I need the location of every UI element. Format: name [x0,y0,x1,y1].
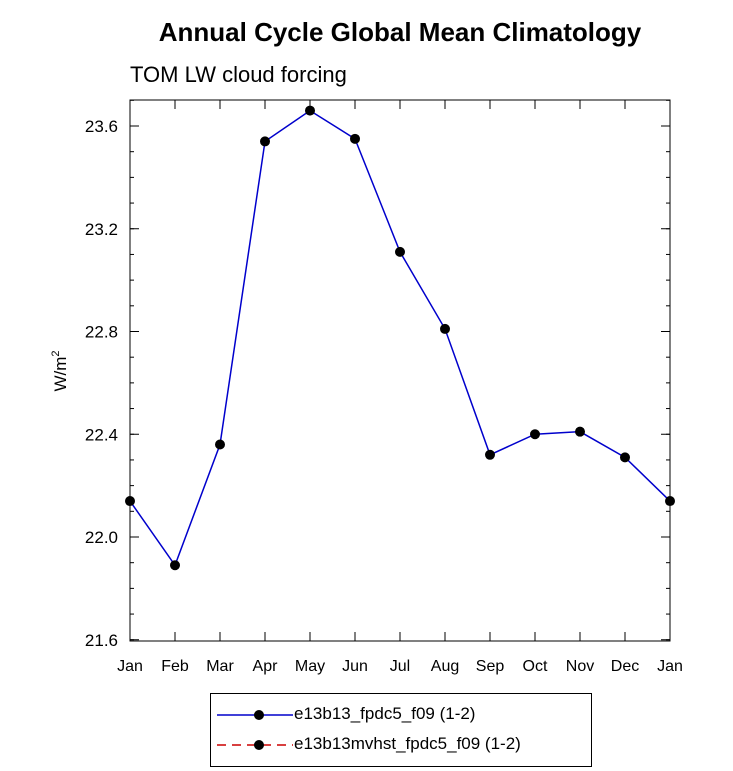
data-point [440,323,450,334]
x-tick-label: Mar [206,658,234,675]
plot-frame [129,99,671,642]
y-tick-label: 22.4 [85,425,118,444]
x-tick-label: Jun [342,658,368,675]
y-tick-label: 23.6 [85,117,118,136]
y-tick-label: 21.6 [85,631,118,650]
data-point [665,496,675,507]
y-axis-label: W/m2 [50,350,70,391]
y-axis-label-text: W/m [51,357,70,392]
data-point [260,136,270,147]
chart-subtitle: TOM LW cloud forcing [130,62,347,87]
x-tick-label: Aug [431,658,459,675]
x-tick-label: Dec [611,658,639,675]
x-tick-label: Jan [117,658,143,675]
x-tick-label: Oct [523,658,548,675]
data-point [215,439,225,450]
y-tick-label: 23.2 [85,220,118,239]
x-tick-label: Nov [566,658,594,675]
chart-title: Annual Cycle Global Mean Climatology [159,17,642,47]
data-point [125,496,135,507]
data-point [620,452,630,463]
data-point [485,449,495,460]
data-point [170,560,180,571]
x-tick-label: Apr [253,658,279,675]
x-tick-label: Feb [161,658,189,675]
series-line-1 [129,109,671,567]
data-point [305,105,315,116]
legend-item-2: e13b13mvhst_fpdc5_f09 (1-2) [211,732,591,758]
legend: e13b13_fpdc5_f09 (1-2) e13b13mvhst_fpdc5… [210,693,592,767]
legend-label-2: e13b13mvhst_fpdc5_f09 (1-2) [294,734,521,753]
data-point [350,133,360,144]
y-tick-label: 22.8 [85,323,118,342]
legend-item-1: e13b13_fpdc5_f09 (1-2) [211,702,591,728]
x-tick-label: May [295,658,325,675]
x-tick-label: Jan [657,658,683,675]
data-point [395,246,405,257]
legend-label-1: e13b13_fpdc5_f09 (1-2) [294,704,476,723]
y-axis-label-superscript: 2 [50,350,62,356]
legend-swatch-2 [217,740,293,750]
y-tick-label: 22.0 [85,528,118,547]
data-point [575,426,585,437]
legend-swatch-1 [217,710,293,720]
x-tick-label: Sep [476,658,505,675]
x-tick-label: Jul [390,658,410,675]
data-point [530,429,540,440]
